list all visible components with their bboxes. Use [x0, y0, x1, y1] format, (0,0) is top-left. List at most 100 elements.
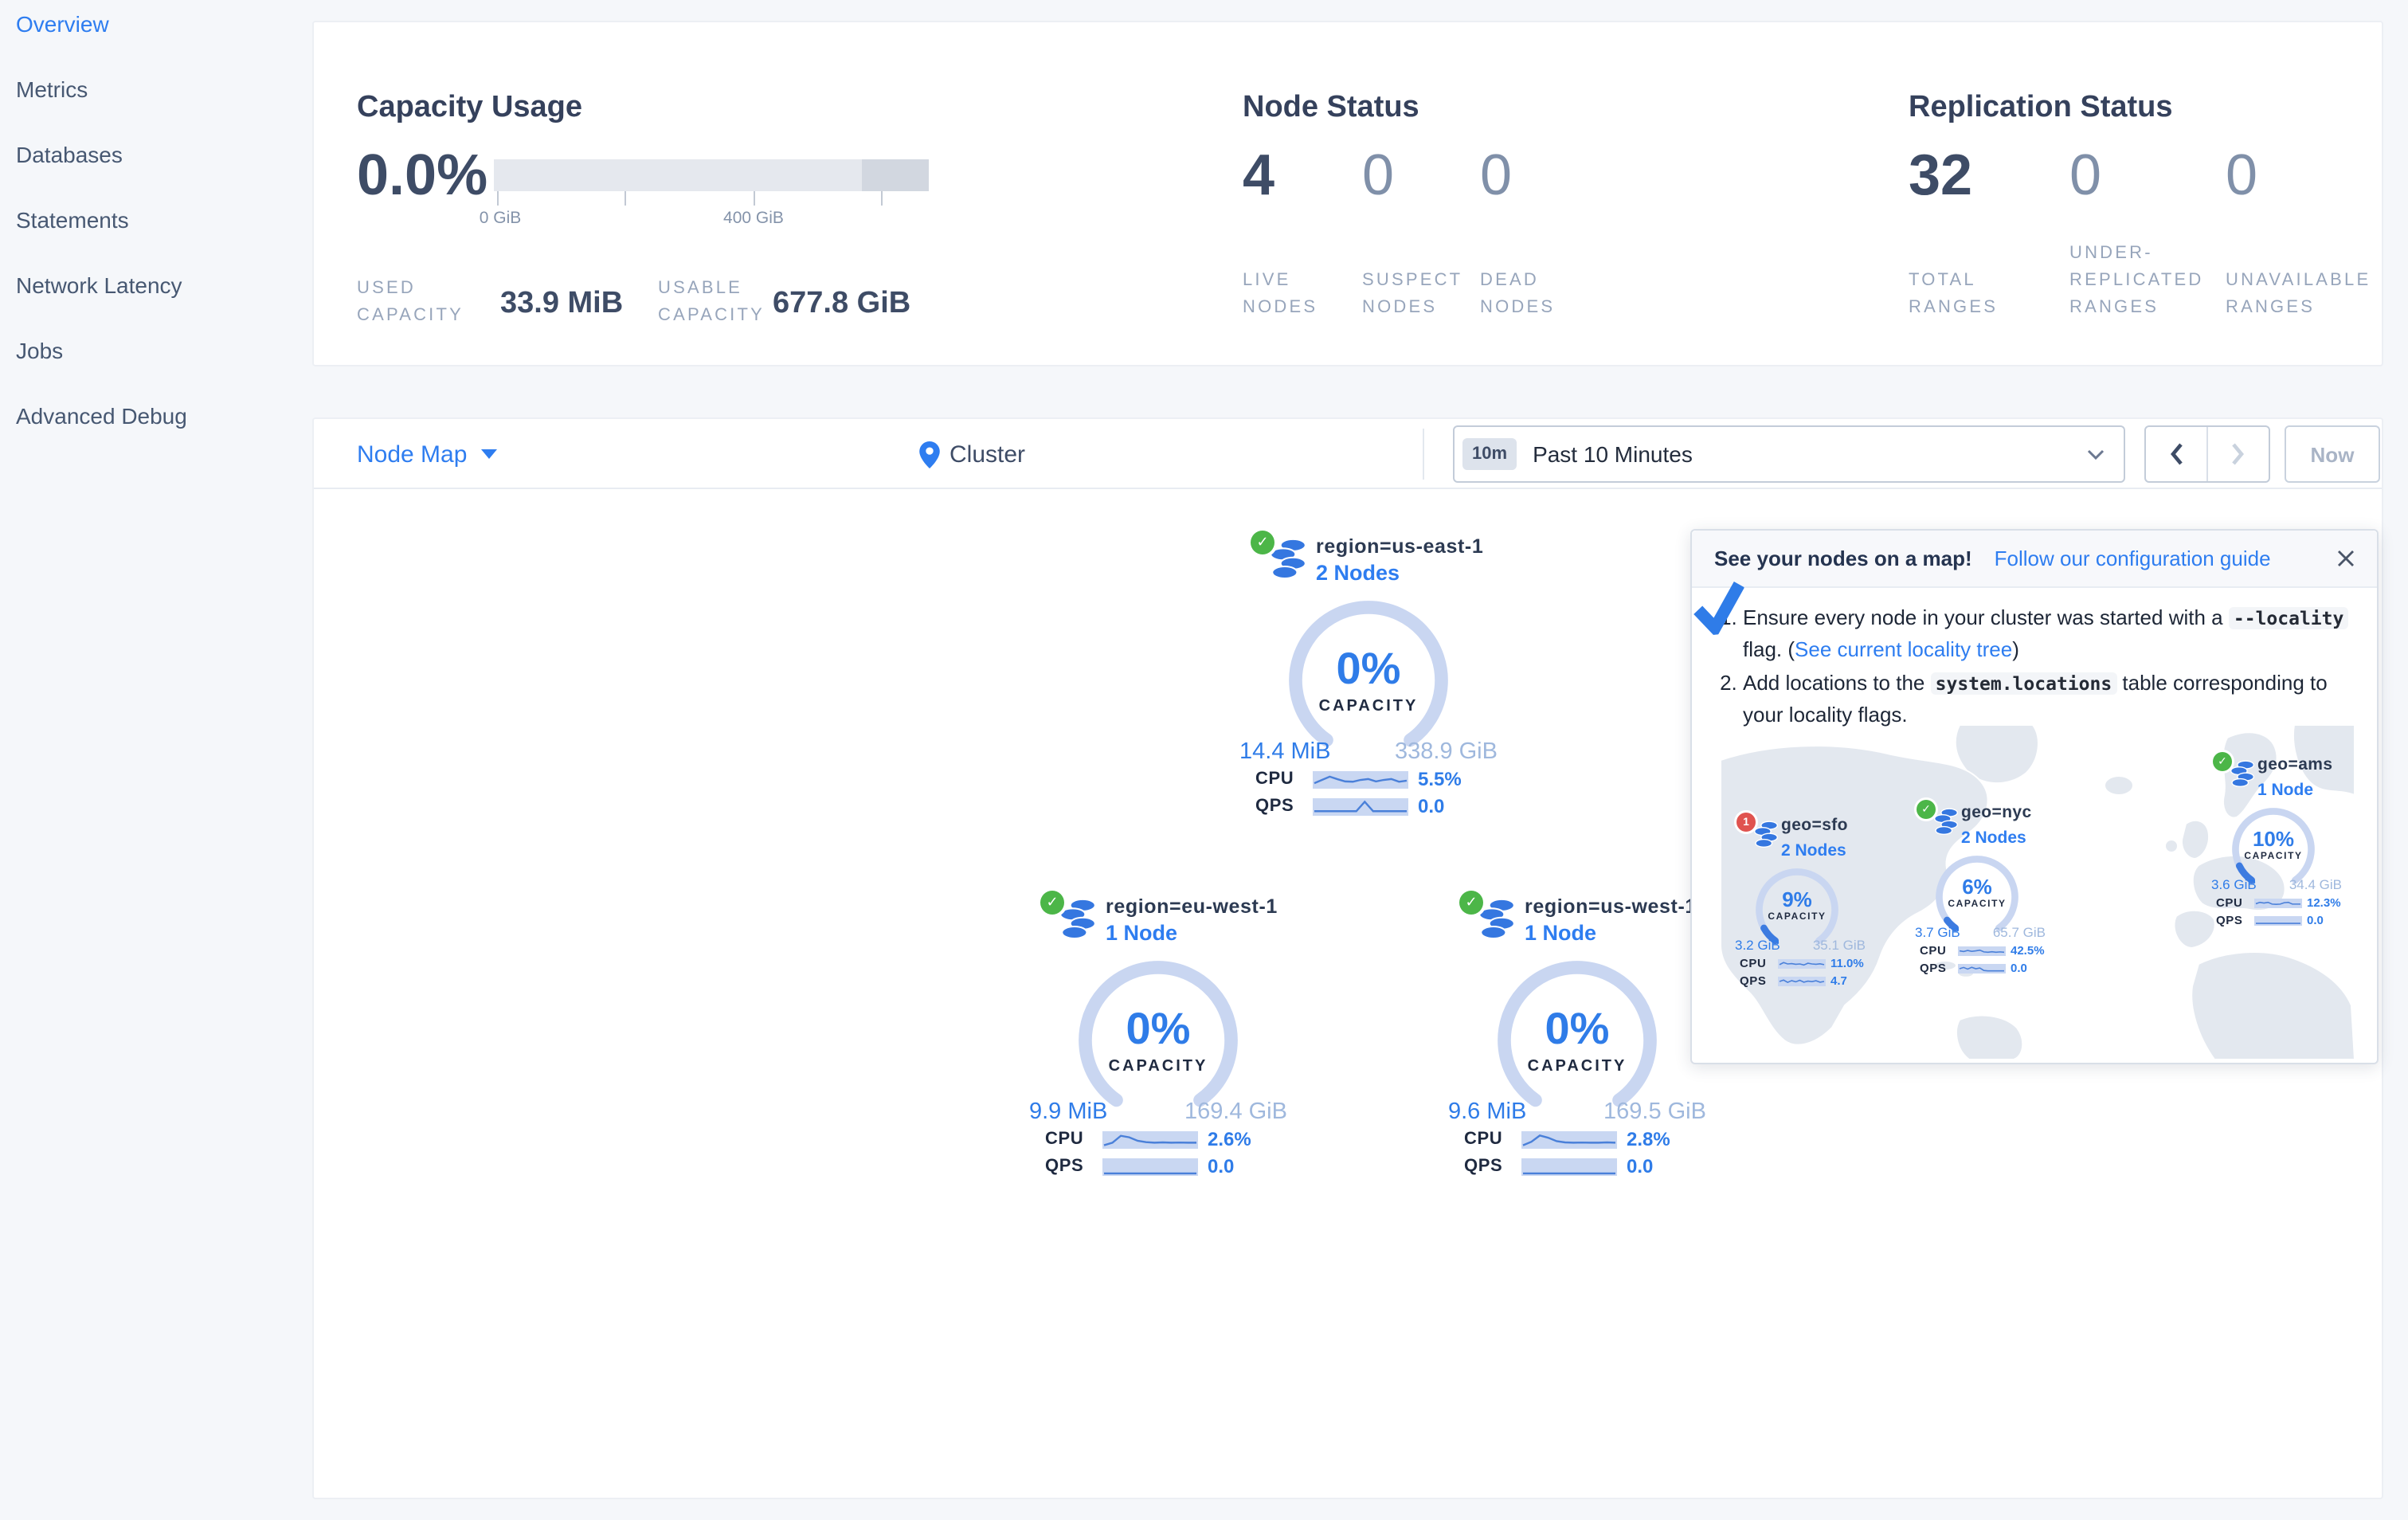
time-range-select[interactable]: 10m Past 10 Minutes [1453, 425, 2125, 483]
step-text: ) [2012, 637, 2019, 661]
region-nodes-link[interactable]: 1 Node [1106, 921, 1178, 945]
mini-region-geo-ams: ✓ geo=ams 1 Node [2197, 752, 2350, 927]
time-step-back-button[interactable] [2146, 427, 2206, 481]
breadcrumb-label: Cluster [949, 441, 1026, 468]
chevron-left-icon [2171, 443, 2183, 465]
step-text: table corresponding to your locality fla… [1743, 671, 2328, 727]
qps-label: QPS [1920, 961, 1947, 975]
capacity-axis-label-0: 0 GiB [479, 209, 522, 228]
region-name: geo=nyc [1961, 803, 2032, 822]
capacity-label: CAPACITY [1318, 698, 1419, 715]
chevron-down-icon [2087, 449, 2105, 460]
world-map [1721, 725, 2355, 1060]
region-name: region=eu-west-1 [1106, 895, 1278, 918]
check-glyph: ✓ [2218, 756, 2227, 767]
sidebar-item-jobs[interactable]: Jobs [16, 338, 64, 363]
qps-value: 0.0 [1627, 1155, 1654, 1177]
region-nodes-link: 1 Node [2257, 781, 2314, 800]
capacity-gauge: 0% CAPACITY 9.9 MiB 169.4 GiB [1029, 958, 1287, 1125]
region-total-capacity: 169.5 GiB [1603, 1099, 1706, 1125]
region-total-capacity: 169.4 GiB [1184, 1099, 1287, 1125]
cpu-label: CPU [1045, 1130, 1084, 1149]
cpu-value: 5.5% [1418, 768, 1462, 790]
total-ranges-count: 32 [1909, 142, 1973, 207]
region-total-capacity: 35.1 GiB [1812, 937, 1866, 953]
region-total-capacity: 65.7 GiB [1992, 924, 2046, 940]
region-total-capacity: 338.9 GiB [1395, 739, 1498, 765]
tooltip-header: See your nodes on a map! Follow our conf… [1692, 531, 2377, 588]
view-selector-dropdown[interactable]: Node Map [357, 419, 498, 489]
capacity-axis-tick [754, 191, 755, 206]
database-icon [1934, 808, 1958, 835]
database-icon [1059, 899, 1096, 938]
chevron-right-icon [2232, 443, 2244, 465]
qps-label: QPS [1255, 797, 1294, 816]
time-step-forward-button[interactable] [2206, 427, 2269, 481]
now-button[interactable]: Now [2285, 425, 2380, 483]
region-nodes-link[interactable]: 1 Node [1525, 921, 1597, 945]
check-glyph: ✓ [1465, 894, 1478, 910]
healthy-status-icon: ✓ [2213, 752, 2232, 771]
region-nodes-link[interactable]: 2 Nodes [1316, 561, 1400, 585]
mini-region-geo-nyc: ✓ geo=nyc 2 Nodes [1901, 800, 2054, 975]
qps-sparkline [2254, 915, 2302, 925]
region-name: region=us-east-1 [1316, 535, 1484, 558]
dead-nodes-label: DEAD NODES [1480, 271, 1556, 317]
sidebar-item-advanced-debug[interactable]: Advanced Debug [16, 403, 187, 429]
qps-value: 0.0 [1208, 1155, 1235, 1177]
tooltip-title: See your nodes on a map! [1714, 546, 1972, 570]
step-text: flag. ( [1743, 637, 1795, 661]
locality-tree-link[interactable]: See current locality tree [1795, 637, 2013, 661]
qps-label: QPS [1464, 1157, 1503, 1176]
capacity-axis-tick [881, 191, 883, 206]
toolbar-divider [1423, 429, 1424, 480]
cpu-sparkline [1521, 1130, 1617, 1148]
time-step-buttons [2144, 425, 2270, 483]
live-nodes-label: LIVE NODES [1243, 271, 1318, 317]
database-icon [1270, 539, 1306, 578]
close-button[interactable] [2337, 550, 2355, 567]
qps-label: QPS [1045, 1157, 1084, 1176]
node-map-toolbar: Node Map Cluster 10m Past 10 Minutes [314, 419, 2382, 489]
unavailable-ranges-count: 0 [2226, 142, 2258, 207]
usable-capacity-label: USABLE CAPACITY [658, 279, 765, 325]
total-ranges-label: TOTAL RANGES [1909, 271, 1999, 317]
region-used-capacity: 3.7 GiB [1915, 924, 1960, 940]
sidebar-item-overview[interactable]: Overview [16, 11, 109, 37]
setup-steps-list: Ensure every node in your cluster was st… [1692, 602, 2355, 730]
capacity-percent: 0% [1545, 1004, 1610, 1053]
capacity-label: CAPACITY [1527, 1058, 1627, 1075]
qps-sparkline [1102, 1158, 1198, 1175]
cpu-value: 12.3% [2307, 895, 2341, 910]
live-nodes-count: 4 [1243, 142, 1275, 207]
database-icon [1754, 821, 1778, 848]
cpu-value: 11.0% [1830, 956, 1864, 970]
capacity-label: CAPACITY [1768, 913, 1827, 923]
capacity-gauge: 10% CAPACITY 3.6 GiB 34.4 GiB [2211, 806, 2342, 892]
cpu-label: CPU [1920, 943, 1947, 958]
capacity-bar-dark-segment [862, 159, 929, 191]
check-glyph: ✓ [1046, 894, 1059, 910]
suspect-nodes-label: SUSPECT NODES [1362, 271, 1462, 317]
step-text: Add locations to the [1743, 671, 1931, 695]
error-count: 1 [1743, 817, 1749, 828]
region-group-eu-west-1: ✓ region=eu-west-1 1 Node 0% CAPACITY [1023, 891, 1294, 1177]
qps-label: QPS [2216, 913, 2243, 927]
region-used-capacity: 3.2 GiB [1735, 937, 1780, 953]
sidebar-item-metrics[interactable]: Metrics [16, 76, 88, 102]
cpu-sparkline [2254, 898, 2302, 907]
region-nodes-link: 2 Nodes [1781, 841, 1846, 860]
configuration-guide-link[interactable]: Follow our configuration guide [1994, 546, 2271, 570]
sidebar-item-databases[interactable]: Databases [16, 142, 123, 167]
breadcrumb[interactable]: Cluster [919, 419, 1025, 489]
healthy-status-icon: ✓ [1040, 891, 1064, 915]
region-used-capacity: 3.6 GiB [2211, 876, 2257, 892]
capacity-axis-tick [625, 191, 626, 206]
sidebar-item-statements[interactable]: Statements [16, 207, 129, 233]
sidebar-item-network-latency[interactable]: Network Latency [16, 272, 182, 298]
example-node-map: 1 geo=sfo 2 Nodes [1721, 725, 2355, 1060]
mini-region-geo-sfo: 1 geo=sfo 2 Nodes [1721, 813, 1874, 988]
capacity-percent: 9% [1782, 887, 1812, 911]
qps-value: 0.0 [2307, 913, 2324, 927]
